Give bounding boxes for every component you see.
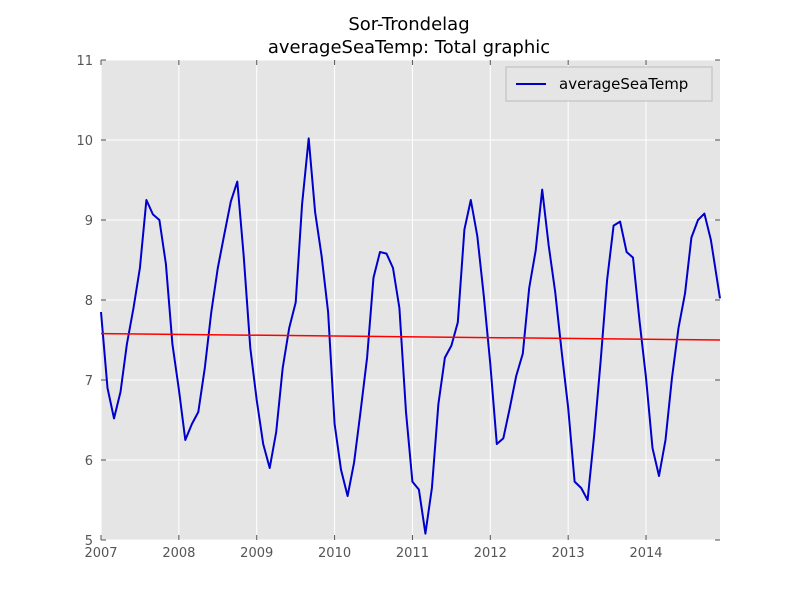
trend-line [100,332,721,341]
y-tick-label: 6 [85,454,93,469]
x-tick-label: 2007 [84,546,117,561]
y-tick-label: 7 [85,374,93,389]
x-tick-label: 2011 [396,546,429,561]
y-tick-label: 9 [85,214,93,229]
x-tick-label: 2013 [552,546,585,561]
y-tick-label: 11 [76,54,93,69]
x-tick-label: 2009 [240,546,273,561]
y-tick-label: 8 [85,294,93,309]
legend: averageSeaTemp [505,66,713,102]
x-tick-label: 2014 [629,546,662,561]
x-tick-label: 2012 [474,546,507,561]
x-tick-label: 2008 [162,546,195,561]
series-group [100,137,721,535]
y-tick-label: 5 [85,534,93,549]
series-line-averageSeaTemp [100,137,721,535]
chart-subtitle: averageSeaTemp: Total graphic [268,37,550,58]
axis-ticks: 2007 2008 2009 2010 2011 2012 2013 2014 5 6 7 8 9 10 1… [76,54,720,561]
y-tick-label: 10 [76,134,93,149]
chart-title: Sor-Trondelag [348,14,469,35]
x-tick-label: 2010 [318,546,351,561]
legend-label: averageSeaTemp [559,75,688,93]
